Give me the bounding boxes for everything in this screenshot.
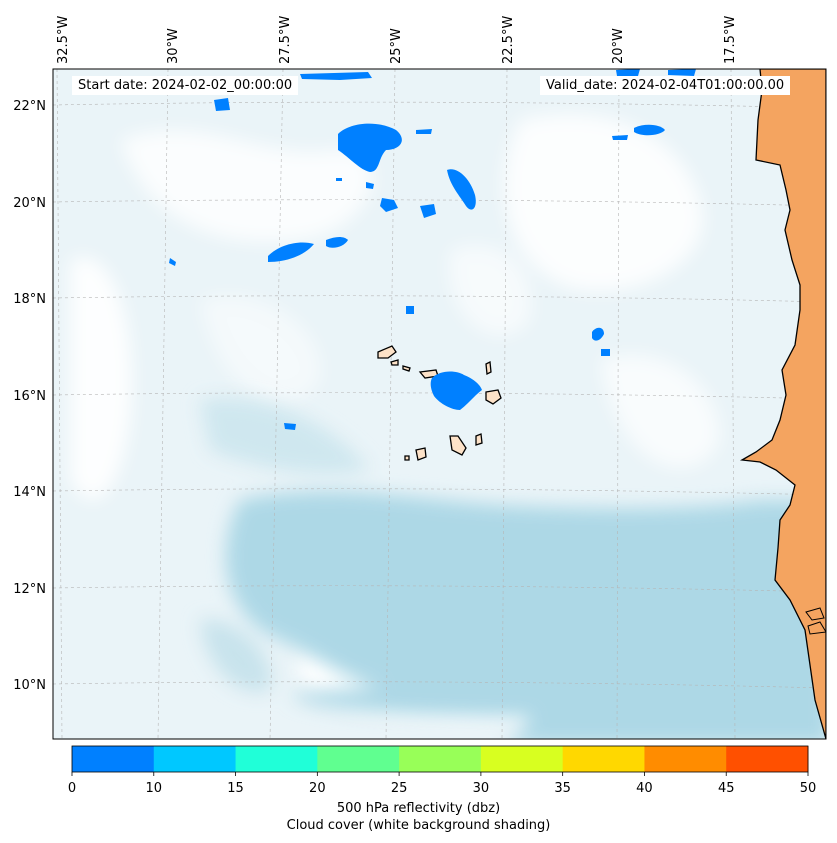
colorbar-tick-label: 20 — [309, 781, 326, 796]
island-fogo — [415, 447, 427, 461]
colorbar-tick-label: 30 — [473, 781, 490, 796]
colorbar-tick-label: 0 — [68, 781, 76, 796]
colorbar-tick-label: 10 — [146, 781, 163, 796]
africa-coastline — [739, 69, 826, 739]
lon-label: 30°W — [166, 28, 181, 64]
island-santa-luzia — [402, 365, 411, 372]
island-maio — [475, 433, 483, 446]
colorbar-tick-label: 35 — [554, 781, 571, 796]
bijagos-island — [807, 621, 826, 635]
lon-label: 20°W — [611, 28, 626, 64]
island-sao-vicente — [390, 359, 399, 366]
colorbar-tick-label: 40 — [636, 781, 653, 796]
colorbar-segment — [399, 746, 482, 772]
colorbar-segment — [562, 746, 645, 772]
colorbar-tick-label: 15 — [227, 781, 244, 796]
lat-label: 10°N — [13, 678, 46, 693]
colorbar-segment — [644, 746, 727, 772]
lon-label: 17.5°W — [723, 16, 738, 64]
colorbar-tick-label: 25 — [391, 781, 408, 796]
colorbar-segment — [726, 746, 809, 772]
valid-date-label: Valid_date: 2024-02-04T01:00:00.00 — [540, 76, 791, 95]
colorbar-segment — [153, 746, 237, 772]
island-santo-antao — [377, 345, 397, 359]
lat-label: 16°N — [13, 389, 46, 404]
colorbar-segment — [480, 746, 564, 772]
colorbar-ticks: 0 10 15 20 25 30 35 40 45 50 — [68, 772, 816, 796]
lat-label: 22°N — [13, 99, 46, 114]
lon-label: 25°W — [389, 28, 404, 64]
colorbar-segments — [72, 746, 809, 772]
colorbar-subtitle: Cloud cover (white background shading) — [286, 818, 551, 833]
lat-label: 20°N — [13, 196, 46, 211]
island-brava — [404, 455, 410, 461]
bijagos-island — [805, 607, 825, 621]
colorbar-tick-label: 45 — [718, 781, 735, 796]
lat-label: 14°N — [13, 485, 46, 500]
island-boa-vista — [485, 389, 502, 405]
latitude-labels: 22°N 20°N 18°N 16°N 14°N 12°N 10°N — [13, 99, 46, 693]
longitude-labels: 32.5°W 30°W 27.5°W 25°W 22.5°W 20°W 17.5… — [56, 16, 738, 64]
colorbar-segment — [317, 746, 400, 772]
island-sal — [485, 360, 492, 376]
lon-label: 22.5°W — [501, 16, 516, 64]
map-frame — [52, 68, 827, 740]
lon-label: 32.5°W — [56, 16, 71, 64]
lat-label: 12°N — [13, 582, 46, 597]
colorbar: 0 10 15 20 25 30 35 40 45 50 — [68, 745, 816, 796]
colorbar-frame — [71, 745, 809, 773]
colorbar-segment — [72, 746, 155, 772]
colorbar-segment — [235, 746, 318, 772]
colorbar-title: 500 hPa reflectivity (dbz) — [336, 801, 501, 816]
lat-label: 18°N — [13, 292, 46, 307]
reflectivity-echoes — [169, 69, 696, 430]
graticule — [53, 69, 826, 739]
island-santiago — [449, 435, 467, 456]
colorbar-tick-label: 50 — [800, 781, 817, 796]
lon-label: 27.5°W — [278, 16, 293, 64]
cape-verde-islands — [377, 345, 502, 461]
start-date-label: Start date: 2024-02-02_00:00:00 — [72, 76, 299, 95]
map-area — [53, 69, 826, 739]
cloud-cover-dense — [200, 398, 826, 739]
